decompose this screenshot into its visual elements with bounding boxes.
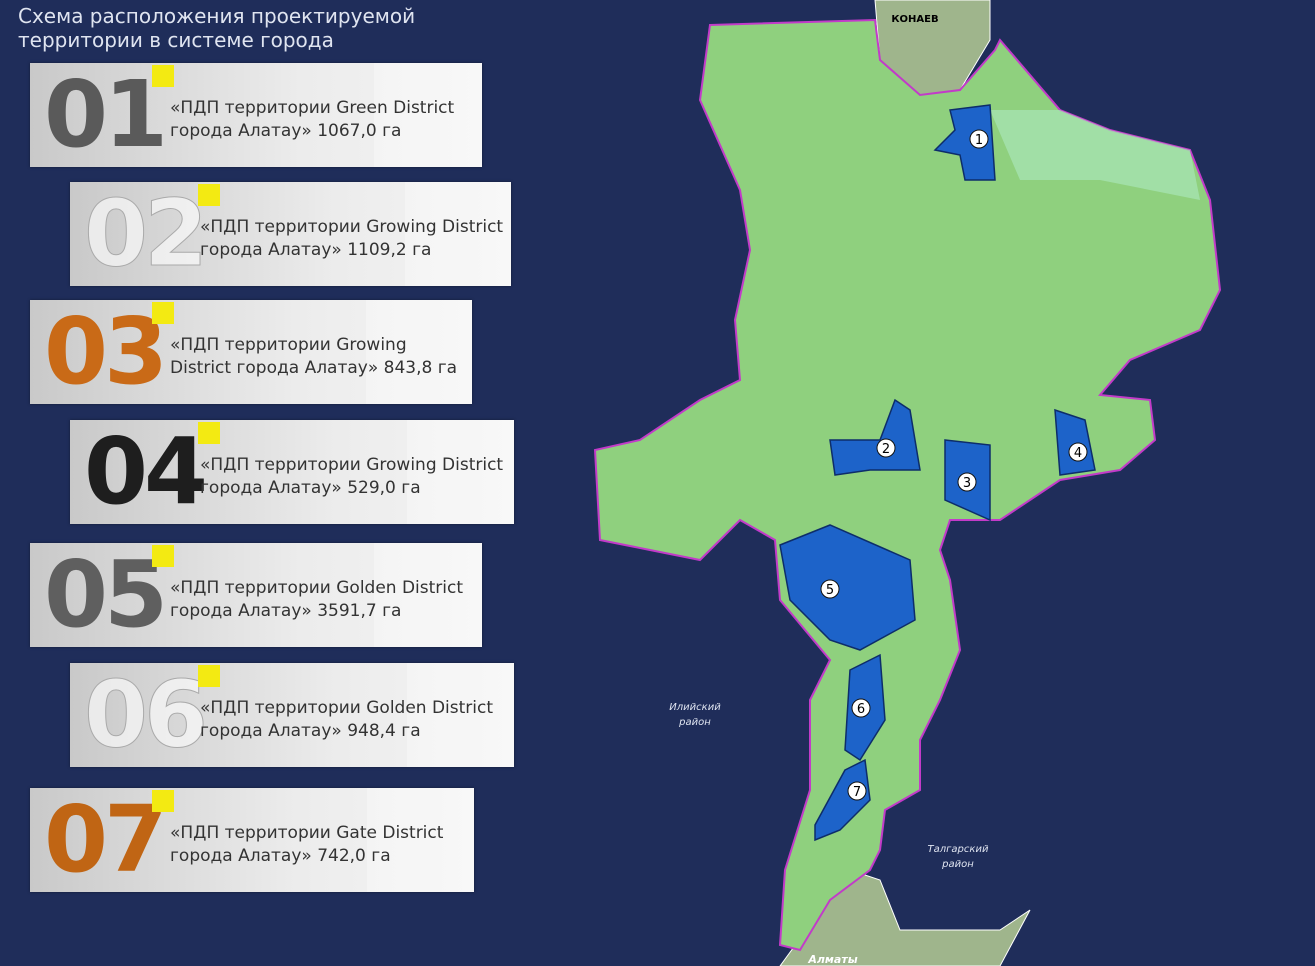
accent-square (198, 422, 220, 444)
districts (779, 104, 1096, 842)
district-label: Илийский (669, 702, 721, 713)
card-number: 05 (44, 543, 168, 647)
card-text-line: города Алатау» 1067,0 га (170, 121, 402, 141)
district (1054, 408, 1096, 476)
title-line: территории в системе города (18, 28, 334, 52)
card-pane (367, 788, 474, 892)
card-text-line: города Алатау» 948,4 га (200, 721, 421, 741)
card-number: 01 (44, 63, 168, 167)
city-label: КОНАЕВ (891, 14, 938, 25)
card-text-line: города Алатау» 1109,2 га (200, 240, 432, 260)
accent-square (152, 302, 174, 324)
accent-square (152, 545, 174, 567)
card: 05 «ПДП территории Golden District города … (30, 543, 482, 647)
card-text-line: «ПДП территории Gate District (170, 823, 444, 843)
card: 02 «ПДП территории Growing District города… (70, 182, 511, 286)
card-pane (373, 63, 482, 167)
card-text-line: District города Алатау» 843,8 га (170, 358, 458, 378)
card-pane (405, 182, 511, 286)
card-text-line: «ПДП территории Golden District (200, 698, 494, 718)
marker (876, 438, 896, 458)
card-number: 06 (83, 663, 208, 767)
marker-label: 7 (853, 785, 861, 800)
card: 04 «ПДП территории Growing District города… (70, 420, 514, 524)
card-text-line: «ПДП территории Green District (170, 98, 455, 118)
district (779, 524, 916, 651)
card-number: 04 (84, 420, 208, 524)
card-text-line: «ПДП территории Growing (170, 335, 407, 355)
marker (957, 472, 977, 492)
card-text-line: «ПДП территории Golden District (170, 578, 464, 598)
card-text-line: города Алатау» 742,0 га (170, 846, 391, 866)
district (933, 104, 996, 181)
card-text: «ПДП территории Green District города Ала… (170, 97, 454, 143)
card-text: «ПДП территории Growing District города А… (200, 454, 503, 500)
card-text-line: города Алатау» 3591,7 га (170, 601, 402, 621)
accent-square (198, 184, 220, 206)
accent-square (152, 65, 174, 87)
marker-label: 5 (826, 583, 834, 598)
marker (969, 129, 989, 149)
card: 06 «ПДП территории Golden District города … (70, 663, 514, 767)
marker (847, 781, 867, 801)
card-text: «ПДП территории Golden District города Ал… (170, 577, 463, 623)
accent-square (152, 790, 174, 812)
card-number: 03 (44, 300, 168, 404)
district (829, 398, 921, 476)
marker-label: 2 (882, 442, 890, 457)
district-label: Талгарский (928, 844, 989, 855)
card-text: «ПДП территории Golden District города Ал… (200, 697, 493, 743)
marker (1068, 442, 1088, 462)
marker-label: 6 (857, 702, 865, 717)
marker-label: 1 (975, 133, 983, 148)
marker-label: 4 (1074, 446, 1082, 461)
card-pane (407, 420, 514, 524)
card-pane (365, 300, 472, 404)
card: 03 «ПДП территории Growing District города… (30, 300, 472, 404)
card-text-line: города Алатау» 529,0 га (200, 478, 421, 498)
card: 01 «ПДП территории Green District города А… (30, 63, 482, 167)
title-line: Схема расположения проектируемой (18, 4, 416, 28)
card-text-line: «ПДП территории Growing District (200, 455, 504, 475)
district-label: район (941, 859, 974, 870)
district (814, 758, 871, 842)
green-zone (990, 110, 1200, 200)
marker-label: 3 (963, 476, 971, 491)
district-label: район (678, 717, 711, 728)
card-number: 07 (44, 788, 168, 892)
card-number: 02 (83, 182, 208, 286)
card-text: «ПДП территории Growing District города А… (170, 334, 457, 380)
card-pane (373, 543, 482, 647)
card-text: «ПДП территории Growing District города А… (200, 216, 503, 262)
card-pane (407, 663, 514, 767)
title: Схема расположения проектируемой террито… (18, 4, 415, 52)
card: 07 «ПДП территории Gate District города Ал… (30, 788, 474, 892)
card-text-line: «ПДП территории Growing District (200, 217, 504, 237)
card-text: «ПДП территории Gate District города Алат… (170, 822, 443, 868)
accent-square (198, 665, 220, 687)
marker (820, 579, 840, 599)
marker (851, 698, 871, 718)
city-label: Алматы (807, 953, 857, 966)
